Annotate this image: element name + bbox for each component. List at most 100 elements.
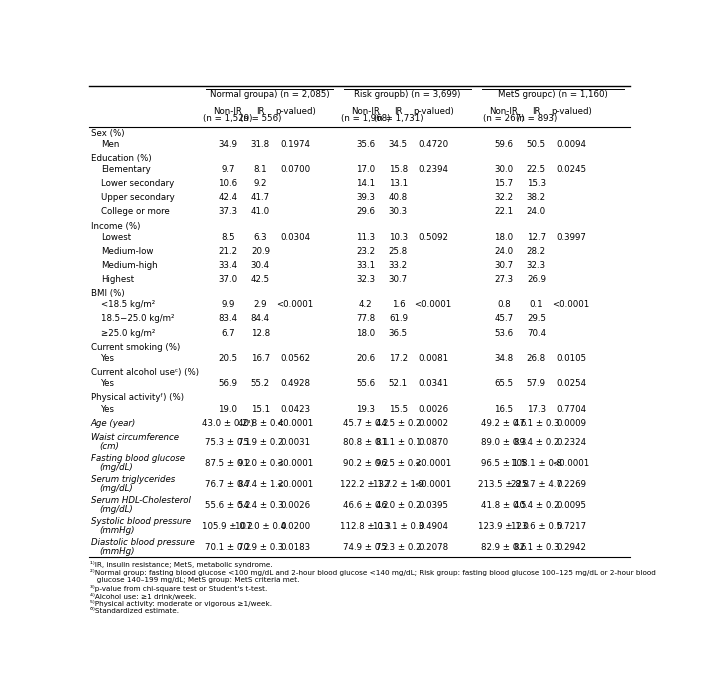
Text: 12.8: 12.8 bbox=[251, 329, 270, 338]
Text: p-valued): p-valued) bbox=[275, 106, 315, 115]
Text: Men: Men bbox=[101, 140, 119, 149]
Text: 49.2 ± 0.6: 49.2 ± 0.6 bbox=[481, 419, 526, 428]
Text: ⁶⁾Standardized estimate.: ⁶⁾Standardized estimate. bbox=[90, 608, 179, 614]
Text: (mg/dL): (mg/dL) bbox=[99, 484, 132, 493]
Text: 55.6 ± 0.2: 55.6 ± 0.2 bbox=[205, 501, 250, 509]
Text: 9.2: 9.2 bbox=[254, 179, 267, 188]
Text: 6.7: 6.7 bbox=[221, 329, 235, 338]
Text: 22.1: 22.1 bbox=[494, 207, 513, 216]
Text: Yes: Yes bbox=[101, 379, 115, 388]
Text: 41.0: 41.0 bbox=[251, 207, 270, 216]
Text: Physical activityᶠ) (%): Physical activityᶠ) (%) bbox=[91, 394, 184, 402]
Text: Current alcohol useᶜ) (%): Current alcohol useᶜ) (%) bbox=[91, 368, 199, 377]
Text: IR: IR bbox=[256, 106, 265, 115]
Text: 4.2: 4.2 bbox=[359, 300, 373, 310]
Text: 53.6: 53.6 bbox=[494, 329, 513, 338]
Text: 30.4: 30.4 bbox=[251, 261, 270, 270]
Text: 0.4720: 0.4720 bbox=[418, 140, 448, 149]
Text: 82.1 ± 0.3: 82.1 ± 0.3 bbox=[514, 543, 559, 552]
Text: 132.2 ± 1.9: 132.2 ± 1.9 bbox=[373, 479, 424, 488]
Text: 83.4: 83.4 bbox=[218, 314, 238, 323]
Text: 0.4928: 0.4928 bbox=[280, 379, 310, 388]
Text: Risk groupb) (n = 3,699): Risk groupb) (n = 3,699) bbox=[355, 90, 461, 99]
Text: 34.9: 34.9 bbox=[218, 140, 238, 149]
Text: 90.2 ± 0.2: 90.2 ± 0.2 bbox=[343, 458, 388, 468]
Text: 0.0009: 0.0009 bbox=[556, 419, 586, 428]
Text: 0.0081: 0.0081 bbox=[418, 354, 448, 363]
Text: 16.7: 16.7 bbox=[251, 354, 270, 363]
Text: p-valued): p-valued) bbox=[551, 106, 592, 115]
Text: 108.1 ± 0.8: 108.1 ± 0.8 bbox=[511, 458, 562, 468]
Text: 30.3: 30.3 bbox=[389, 207, 408, 216]
Text: 19.3: 19.3 bbox=[356, 404, 375, 414]
Text: (mg/dL): (mg/dL) bbox=[99, 505, 132, 514]
Text: Income (%): Income (%) bbox=[91, 222, 140, 231]
Text: Fasting blood glucose: Fasting blood glucose bbox=[91, 454, 185, 463]
Text: 77.8: 77.8 bbox=[356, 314, 375, 323]
Text: ⁵⁾Physical activity: moderate or vigorous ≥1/week.: ⁵⁾Physical activity: moderate or vigorou… bbox=[90, 600, 272, 607]
Text: ²⁾Normal group: fasting blood glucose <100 mg/dL and 2-hour blood glucose <140 m: ²⁾Normal group: fasting blood glucose <1… bbox=[90, 569, 655, 576]
Text: 14.1: 14.1 bbox=[356, 179, 375, 188]
Text: Age (year): Age (year) bbox=[91, 419, 136, 428]
Text: 37.3: 37.3 bbox=[218, 207, 238, 216]
Text: <0.0001: <0.0001 bbox=[414, 300, 451, 310]
Text: 38.2: 38.2 bbox=[527, 194, 546, 203]
Text: 91.0 ± 0.3: 91.0 ± 0.3 bbox=[238, 458, 283, 468]
Text: 0.7704: 0.7704 bbox=[556, 404, 586, 414]
Text: (cm): (cm) bbox=[99, 442, 119, 451]
Text: 8.5: 8.5 bbox=[221, 233, 235, 242]
Text: Lower secondary: Lower secondary bbox=[101, 179, 174, 188]
Text: 20.6: 20.6 bbox=[356, 354, 375, 363]
Text: 6.3: 6.3 bbox=[254, 233, 267, 242]
Text: Serum HDL-Cholesterol: Serum HDL-Cholesterol bbox=[91, 496, 191, 505]
Text: 46.6 ± 0.2: 46.6 ± 0.2 bbox=[343, 501, 388, 509]
Text: <0.0001: <0.0001 bbox=[552, 300, 590, 310]
Text: 26.8: 26.8 bbox=[527, 354, 546, 363]
Text: Sex (%): Sex (%) bbox=[91, 129, 124, 138]
Text: 75.3 ± 0.1: 75.3 ± 0.1 bbox=[205, 438, 250, 447]
Text: 42.4: 42.4 bbox=[218, 194, 238, 203]
Text: 80.8 ± 0.1: 80.8 ± 0.1 bbox=[343, 438, 388, 447]
Text: 0.1: 0.1 bbox=[529, 300, 543, 310]
Text: 0.0245: 0.0245 bbox=[556, 165, 586, 174]
Text: 0.0395: 0.0395 bbox=[418, 501, 448, 509]
Text: 24.0: 24.0 bbox=[494, 247, 513, 256]
Text: 0.0870: 0.0870 bbox=[418, 438, 448, 447]
Text: 15.1: 15.1 bbox=[251, 404, 270, 414]
Text: Non-IR: Non-IR bbox=[351, 106, 380, 115]
Text: 21.2: 21.2 bbox=[218, 247, 238, 256]
Text: Elementary: Elementary bbox=[101, 165, 151, 174]
Text: 34.8: 34.8 bbox=[494, 354, 513, 363]
Text: 26.9: 26.9 bbox=[527, 275, 546, 284]
Text: 0.3997: 0.3997 bbox=[556, 233, 586, 242]
Text: 70.4: 70.4 bbox=[527, 329, 546, 338]
Text: MetS groupc) (n = 1,160): MetS groupc) (n = 1,160) bbox=[498, 90, 608, 99]
Text: Non-IR: Non-IR bbox=[489, 106, 518, 115]
Text: 23.2: 23.2 bbox=[356, 247, 375, 256]
Text: 105.9 ± 0.2: 105.9 ± 0.2 bbox=[203, 522, 253, 531]
Text: 75.3 ± 0.2: 75.3 ± 0.2 bbox=[376, 543, 421, 552]
Text: 45.7: 45.7 bbox=[494, 314, 513, 323]
Text: 13.1: 13.1 bbox=[389, 179, 408, 188]
Text: 0.0200: 0.0200 bbox=[280, 522, 311, 531]
Text: (n = 267): (n = 267) bbox=[483, 114, 524, 123]
Text: 2.9: 2.9 bbox=[254, 300, 267, 310]
Text: Lowest: Lowest bbox=[101, 233, 131, 242]
Text: 16.5: 16.5 bbox=[494, 404, 513, 414]
Text: ³⁾p-value from chi-square test or Student's t-test.: ³⁾p-value from chi-square test or Studen… bbox=[90, 584, 267, 592]
Text: 10.6: 10.6 bbox=[218, 179, 238, 188]
Text: 11.3: 11.3 bbox=[356, 233, 375, 242]
Text: Yes: Yes bbox=[101, 354, 115, 363]
Text: Serum triglycerides: Serum triglycerides bbox=[91, 475, 175, 484]
Text: 0.0026: 0.0026 bbox=[418, 404, 448, 414]
Text: 75.9 ± 0.2: 75.9 ± 0.2 bbox=[238, 438, 283, 447]
Text: 56.9: 56.9 bbox=[218, 379, 238, 388]
Text: Highest: Highest bbox=[101, 275, 134, 284]
Text: 28.2: 28.2 bbox=[527, 247, 546, 256]
Text: 65.5: 65.5 bbox=[494, 379, 513, 388]
Text: 40.8 ± 0.4: 40.8 ± 0.4 bbox=[238, 419, 283, 428]
Text: 9.9: 9.9 bbox=[221, 300, 234, 310]
Text: 32.2: 32.2 bbox=[494, 194, 513, 203]
Text: 40.4 ± 0.2: 40.4 ± 0.2 bbox=[514, 501, 559, 509]
Text: 35.6: 35.6 bbox=[356, 140, 375, 149]
